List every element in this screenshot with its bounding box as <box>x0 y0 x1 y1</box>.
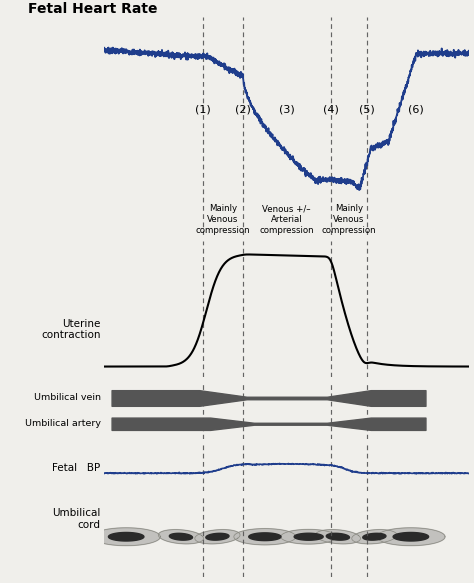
Text: Fetal   BP: Fetal BP <box>53 462 100 473</box>
Text: Umbilical
cord: Umbilical cord <box>52 508 100 530</box>
Polygon shape <box>249 533 281 540</box>
Text: (2): (2) <box>235 104 251 115</box>
Polygon shape <box>92 528 160 546</box>
Polygon shape <box>234 529 296 545</box>
Text: (1): (1) <box>195 104 211 115</box>
Text: (3): (3) <box>279 104 295 115</box>
Polygon shape <box>158 529 203 544</box>
Text: (5): (5) <box>359 104 375 115</box>
Polygon shape <box>326 533 349 540</box>
Polygon shape <box>169 533 192 540</box>
Text: Umbilical vein: Umbilical vein <box>34 394 100 402</box>
Text: (4): (4) <box>323 104 338 115</box>
Polygon shape <box>315 529 360 544</box>
Polygon shape <box>352 529 397 544</box>
Polygon shape <box>281 529 337 544</box>
Polygon shape <box>393 532 428 541</box>
Text: Mainly
Venous
compression: Mainly Venous compression <box>196 204 250 235</box>
Text: Uterine
contraction: Uterine contraction <box>41 319 100 340</box>
Text: (6): (6) <box>409 104 424 115</box>
Polygon shape <box>109 532 144 541</box>
Polygon shape <box>195 529 240 544</box>
Polygon shape <box>377 528 445 546</box>
Text: Fetal Heart Rate: Fetal Heart Rate <box>27 2 157 16</box>
Text: Venous +/–
Arterial
compression: Venous +/– Arterial compression <box>259 204 314 235</box>
Polygon shape <box>206 533 229 540</box>
Text: Mainly
Venous
compression: Mainly Venous compression <box>321 204 376 235</box>
Text: Umbilical artery: Umbilical artery <box>25 419 100 429</box>
Polygon shape <box>363 533 386 540</box>
Polygon shape <box>294 533 323 540</box>
